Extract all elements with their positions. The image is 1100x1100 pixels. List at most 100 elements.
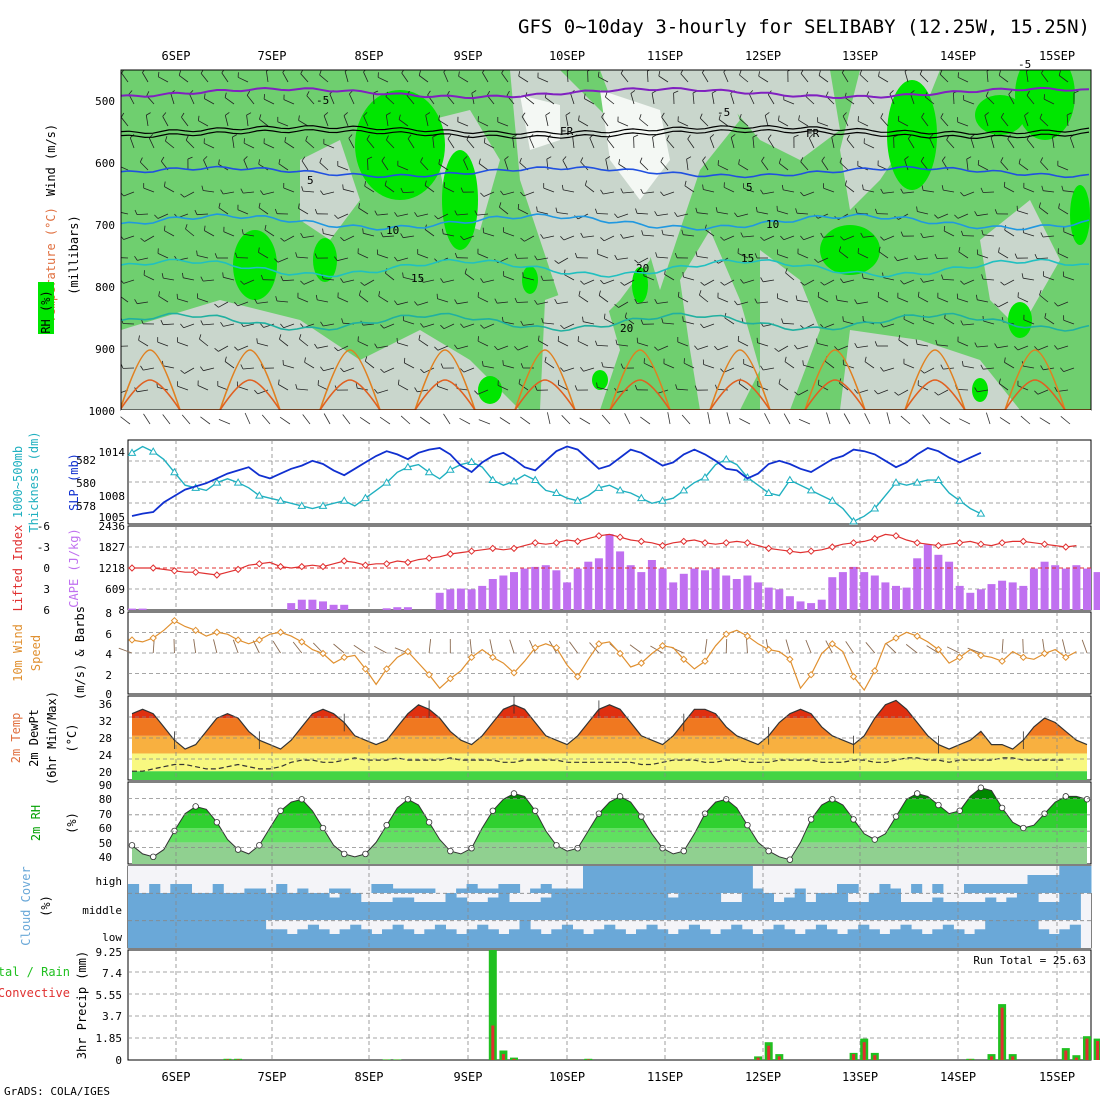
wind-barb-flag [146,112,151,116]
wind-barb [923,319,935,325]
contour-label: -5 [316,94,329,107]
wind-barb-flag [818,70,821,76]
cape-bar [690,568,699,610]
wind-barb-flag [480,192,485,197]
wind-barb-flag [434,346,439,351]
wind-barb [237,209,249,215]
cloud-cell [297,893,309,920]
wind-speed-line-marker [892,634,900,642]
rh-dry-area [980,200,1060,330]
rh-tick: 90 [99,779,112,792]
wind-barb-10m [885,642,897,654]
wind-barb [1023,277,1035,281]
cloud-cell [964,934,976,948]
cape-tick: 609 [105,583,125,596]
wind-barb [563,323,575,329]
wind-barb [357,253,369,259]
wind-barb [784,361,795,369]
wind-barb-flag [381,156,386,162]
wind-speed-line-marker [807,670,815,679]
wind-barb [998,252,1009,259]
wind-barb [348,138,355,149]
wind-barb [158,76,169,83]
wind-barb [423,367,435,374]
slp-axis-label: SLP (mb) [67,453,81,511]
wind-barb [742,235,755,238]
wind-barb-flag [319,157,322,163]
wind-barb [483,365,495,369]
lifted-index-line-marker [807,547,815,555]
temp-band [132,771,1087,780]
wind-barb-flag [578,115,580,121]
precip-total-label: Total / Rain [0,965,70,979]
cape-bar [128,608,136,610]
wind-barb [418,75,429,83]
surface-wind-barb [162,414,171,425]
wind-barb [651,93,655,105]
wind-barb-flag [844,180,847,186]
wind-barb [630,93,635,105]
cape-bar [616,551,625,610]
wind-barb-flag [304,357,306,363]
cloud-cell [572,888,584,893]
wind-barb [920,161,929,171]
wind-barb [557,301,569,304]
cloud-cell [731,902,743,920]
wind-barb [364,185,375,193]
cloud-cell [149,884,161,893]
rh-line-marker [701,810,709,817]
wind-barb [477,389,489,395]
wind-barb-flag [1000,281,1005,286]
wind-barb-flag [634,298,638,304]
wind-barb-flag [139,157,143,163]
wind-barb-10m [469,639,473,654]
wind-barb-flag [854,343,858,348]
wind-barb-flag [199,334,202,340]
cloud-cell [297,888,309,893]
wind-barb-flag [880,367,884,372]
wind-barb [977,254,989,259]
cloud-cell [985,920,997,948]
wind-barb [499,206,509,215]
cloud-cell [477,924,489,948]
wind-barb [983,367,995,370]
wind-barb-flag [1041,70,1044,74]
wind-barb [1039,294,1049,303]
wind-barb [1057,301,1069,307]
wind-barb-flag [1039,290,1042,296]
wind-barb-flag [1066,112,1072,116]
wind-barb-flag [160,319,164,325]
wind-barb-flag [1038,202,1041,208]
wind-barb [523,323,535,326]
wind-barb-flag [861,273,864,279]
date-label-top: 13SEP [842,49,878,63]
wind-barb-flag [160,156,165,162]
wind-barb-flag [658,71,661,77]
wind-barb [962,323,975,326]
cloud-cell [964,884,976,893]
rh-moist-area [820,225,880,275]
wind-barb-flag [595,340,598,346]
wind-barb [1039,118,1049,127]
precip-conv-bar [1085,1038,1089,1060]
wind-barb-flag [220,321,224,327]
wind-barb [121,117,129,127]
rh-moist-area [522,266,538,294]
wind-barb [703,189,715,193]
wind-barb-flag [800,191,804,197]
wind-barb [363,323,375,326]
wind-barb [403,235,415,239]
wind-barb-flag [618,159,621,165]
rh-moist-area [972,378,988,402]
wind-barb-flag [960,192,965,197]
wind-barb-flag [480,278,484,283]
wind-barb-flag [580,280,585,285]
wind-barb [603,279,615,285]
wind-barb [624,317,635,325]
wind-barb [503,364,515,369]
wind-frame [127,611,1092,695]
wind-barb [647,70,649,83]
chart-title: GFS 0~10day 3-hourly for SELIBABY (12.25… [518,16,1090,38]
wind-barb [1063,231,1075,237]
wind-barb-flag [343,112,348,116]
